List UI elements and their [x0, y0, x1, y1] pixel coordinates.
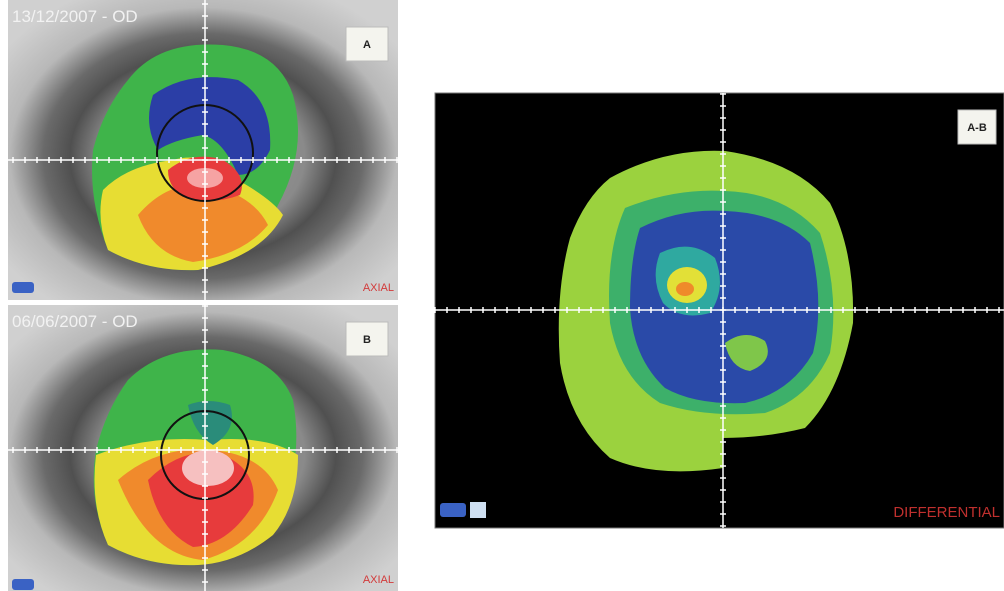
logo-icon [470, 502, 486, 518]
panel-b: 06/06/2007 - OD B AXIAL [8, 305, 398, 591]
orange-zone [676, 282, 694, 296]
exam-date: 06/06/2007 - OD [12, 312, 138, 331]
screenshot: 13/12/2007 - OD A AXIAL 06/06/2007 - OD … [0, 0, 1004, 591]
panel-difference: A-B DIFFERENTIAL [435, 93, 1004, 528]
panel-label: A [363, 39, 371, 51]
exam-date: 13/12/2007 - OD [12, 7, 138, 26]
pink-zone [182, 450, 234, 486]
panel-label: A-B [967, 122, 987, 134]
map-type: AXIAL [363, 282, 394, 294]
panel-a: 13/12/2007 - OD A AXIAL [8, 0, 398, 300]
logo [12, 579, 34, 590]
blue-zone [630, 211, 818, 404]
panel-label: B [363, 334, 371, 346]
map-type: AXIAL [363, 574, 394, 586]
logo [440, 503, 466, 517]
map-type: DIFFERENTIAL [893, 504, 1000, 521]
logo [12, 282, 34, 293]
